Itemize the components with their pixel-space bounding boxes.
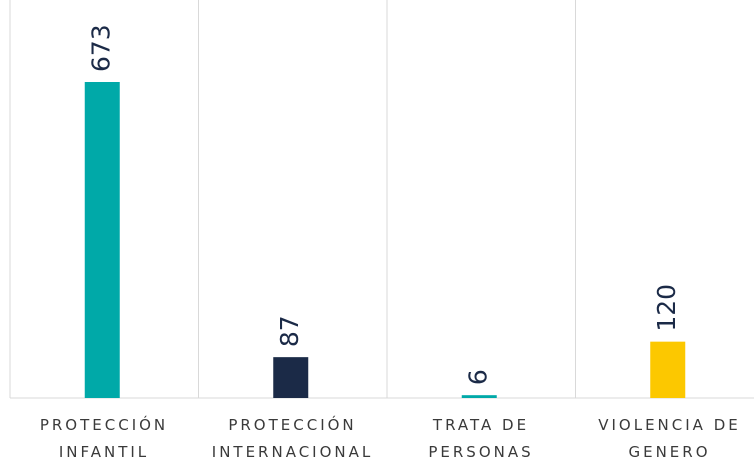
category-label: VIOLENCIA DE GENERO [576, 412, 754, 466]
category-label: TRATA DE PERSONAS [387, 412, 575, 466]
bar [650, 342, 685, 398]
data-label: 673 [86, 24, 115, 72]
data-label: 6 [463, 369, 492, 385]
bar [273, 357, 308, 398]
data-label: 120 [652, 284, 681, 332]
bar [462, 395, 497, 398]
data-label: 87 [275, 315, 304, 347]
category-label: PROTECCIÓN INTERNACIONAL [199, 412, 387, 466]
category-label: PROTECCIÓN INFANTIL [10, 412, 198, 466]
bar [85, 82, 120, 398]
